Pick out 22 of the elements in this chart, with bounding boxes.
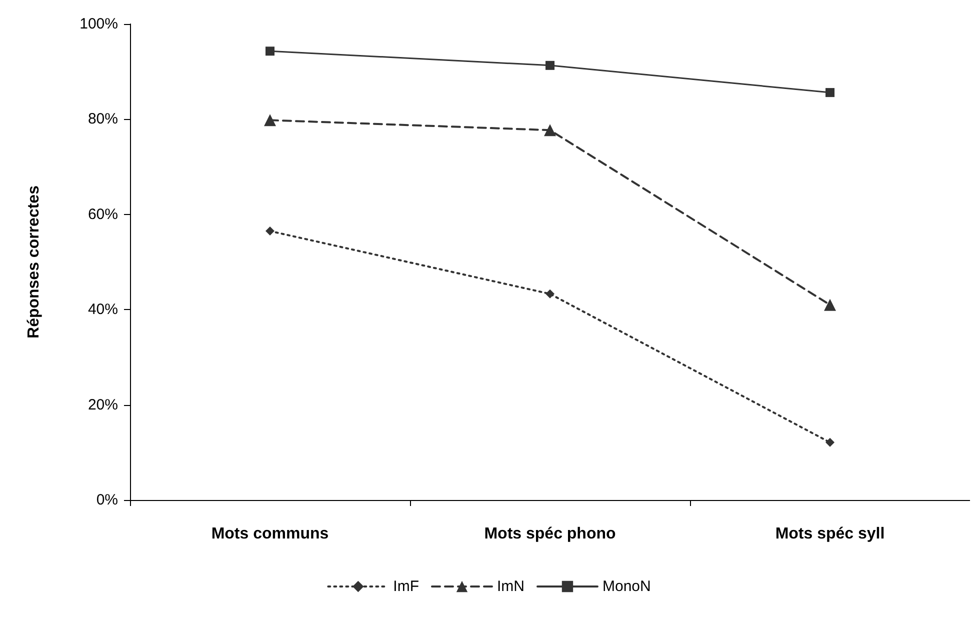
y-tick-label: 40% bbox=[88, 301, 118, 318]
x-tick-label: Mots communs bbox=[211, 526, 329, 542]
point bbox=[826, 438, 834, 447]
y-axis-title: Réponses correctes bbox=[26, 185, 42, 338]
point bbox=[546, 60, 554, 70]
point bbox=[266, 46, 274, 56]
point bbox=[544, 124, 556, 136]
point bbox=[824, 298, 836, 311]
x-tick-label: Mots spéc phono bbox=[484, 526, 616, 542]
point bbox=[826, 88, 834, 98]
point bbox=[546, 289, 554, 298]
legend-label: ImN bbox=[496, 578, 524, 595]
legend-label: MonoN bbox=[602, 578, 651, 595]
y-tick-label: 60% bbox=[88, 206, 118, 223]
x-tick-label: Mots spéc syll bbox=[775, 526, 885, 542]
legend-label: ImF bbox=[393, 578, 419, 595]
point bbox=[264, 114, 276, 126]
point bbox=[266, 226, 274, 236]
y-tick-label: 100% bbox=[80, 16, 118, 32]
y-tick-label: 20% bbox=[88, 396, 118, 414]
y-tick-label: 80% bbox=[88, 110, 118, 128]
y-tick-label: 0% bbox=[96, 492, 118, 508]
